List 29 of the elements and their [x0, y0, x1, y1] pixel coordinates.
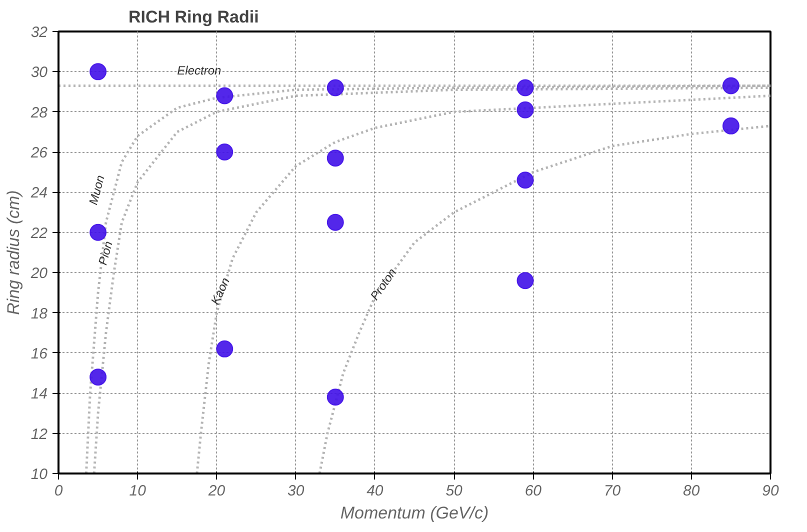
x-tick-label: 0 — [54, 482, 64, 500]
y-tick-label: 28 — [30, 104, 48, 122]
y-tick-label: 14 — [30, 386, 48, 403]
y-tick-label: 16 — [30, 345, 48, 362]
x-tick-label: 60 — [524, 482, 542, 500]
x-tick-label: 80 — [683, 482, 700, 500]
x-tick-label: 10 — [129, 482, 147, 500]
text: Kaon — [208, 275, 233, 307]
y-tick-label: 30 — [30, 64, 48, 82]
y-tick-label: 12 — [30, 426, 48, 443]
y-tick-label: 32 — [30, 24, 48, 41]
y-tick-label: 20 — [30, 265, 48, 282]
y-axis-title: Ring radius (cm) — [4, 190, 23, 315]
y-tick-label: 22 — [30, 224, 48, 242]
x-tick-label: 90 — [762, 482, 780, 500]
text: Pion — [96, 239, 116, 267]
chart-title: RICH Ring Radii — [128, 8, 259, 26]
y-tick-label: 24 — [30, 184, 48, 202]
series-label: Electron — [177, 64, 222, 78]
y-tick-label: 18 — [30, 305, 48, 322]
x-tick-label: 50 — [446, 482, 464, 500]
y-tick-label: 10 — [30, 466, 48, 483]
x-tick-label: 30 — [287, 482, 305, 500]
x-tick-label: 70 — [604, 482, 622, 500]
text: Muon — [86, 173, 108, 206]
x-tick-label: 40 — [366, 482, 384, 500]
y-tick-label: 26 — [30, 144, 48, 162]
x-tick-label: 20 — [207, 482, 226, 500]
x-axis-title: Momentum (GeV/c) — [340, 504, 489, 522]
